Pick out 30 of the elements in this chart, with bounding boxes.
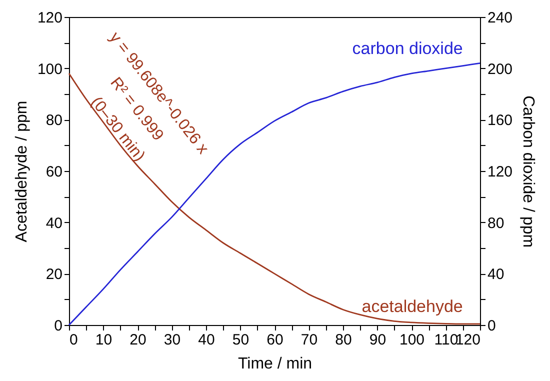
y-tick-label: 40 bbox=[46, 214, 62, 232]
y2-tick-label: 120 bbox=[488, 164, 513, 180]
x-tick-label: 0 bbox=[70, 332, 78, 348]
y-tick-label: 100 bbox=[37, 60, 62, 78]
y2-tick-label: 200 bbox=[488, 60, 513, 78]
series-label: carbon dioxide bbox=[352, 38, 463, 58]
x-tick-label: 20 bbox=[130, 332, 146, 348]
y-tick-label: 120 bbox=[37, 10, 62, 26]
x-tick-label: 30 bbox=[164, 332, 181, 348]
x-tick-label: 40 bbox=[198, 332, 215, 348]
x-tick-label: 50 bbox=[232, 332, 250, 348]
x-tick-label: 60 bbox=[266, 332, 284, 348]
x-axis-title: Time / min bbox=[238, 356, 312, 372]
y2-tick-label: 160 bbox=[488, 112, 513, 130]
y-tick-label: 20 bbox=[46, 266, 62, 284]
x-tick-label: 70 bbox=[300, 332, 318, 348]
x-tick-label: 100 bbox=[399, 332, 425, 348]
y2-tick-label: 0 bbox=[488, 318, 496, 334]
series-label: acetaldehyde bbox=[362, 296, 463, 316]
y-tick-label: 60 bbox=[46, 164, 62, 180]
y-axis-title: Acetaldehyde / ppm bbox=[13, 100, 30, 242]
y2-axis-title: Carbon dioxide / ppm bbox=[520, 95, 537, 248]
x-tick-label: 90 bbox=[369, 332, 386, 348]
y2-tick-label: 40 bbox=[488, 266, 504, 284]
y-tick-label: 0 bbox=[54, 318, 62, 334]
x-tick-label: 10 bbox=[95, 332, 112, 348]
y2-tick-label: 80 bbox=[488, 214, 504, 232]
x-tick-label: 80 bbox=[335, 332, 352, 348]
y-tick-label: 80 bbox=[46, 112, 62, 130]
y2-tick-label: 240 bbox=[488, 10, 513, 26]
